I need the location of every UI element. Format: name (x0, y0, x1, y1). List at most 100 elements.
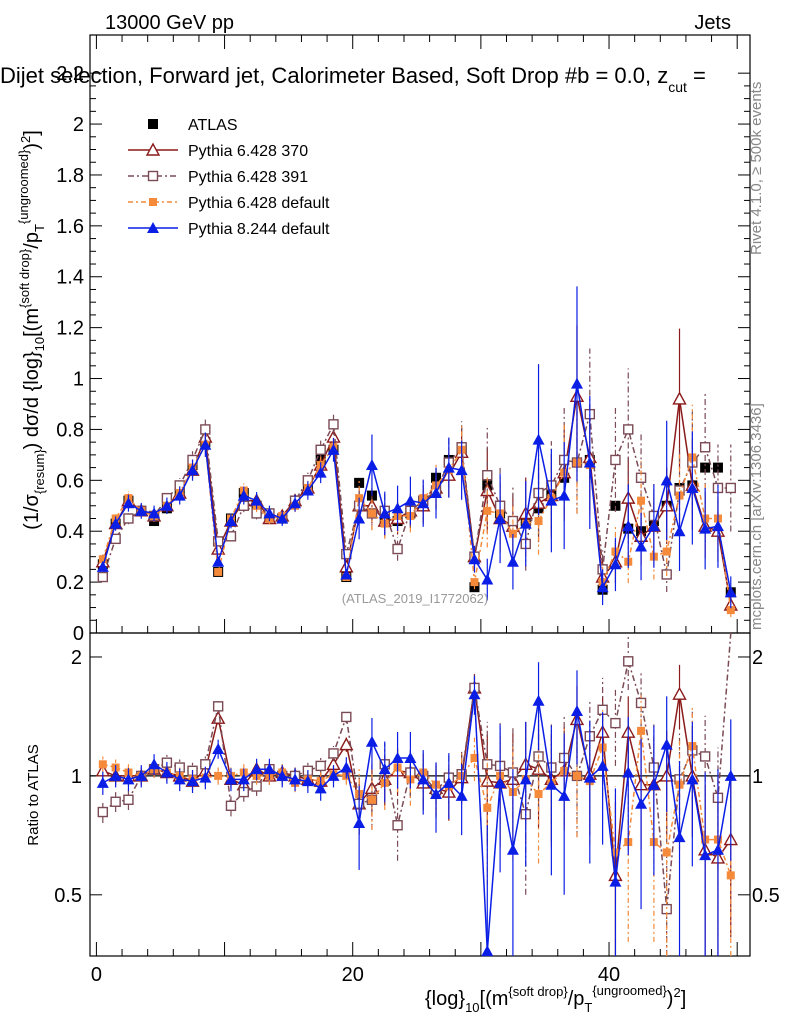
data-point-pydef6 (572, 771, 581, 780)
data-point-py8 (430, 787, 443, 799)
x-axis-label: {log}10[(m{soft drop}/pT{ungroomed})2] (425, 983, 686, 1015)
data-point-pydef6 (662, 547, 671, 556)
data-point-py8 (404, 494, 417, 506)
data-point-py391 (725, 482, 736, 494)
chart-title-main: Dijet selection, Forward jet, Calorimete… (0, 63, 668, 88)
data-point-py8 (506, 843, 519, 855)
x-tick-label: 20 (342, 964, 364, 986)
ratio-y-axis-label: Ratio to ATLAS (25, 744, 42, 845)
data-point-atlas (610, 500, 621, 511)
data-point-pydef6 (470, 578, 479, 587)
data-point-py8 (186, 464, 199, 476)
data-point-py8 (160, 499, 173, 511)
data-point-py8 (647, 520, 660, 532)
main-y-tick-label: 2 (73, 114, 84, 136)
data-point-py8 (570, 377, 583, 389)
data-point-py391 (328, 748, 339, 759)
data-point-py8 (442, 776, 455, 788)
ratio-y-tick-label: 1 (71, 766, 82, 788)
data-point-py8 (686, 481, 699, 493)
data-point-py8 (635, 540, 648, 552)
main-y-tick-label: 0.2 (56, 572, 84, 594)
data-point-py8 (570, 704, 583, 716)
data-point-py8 (673, 831, 686, 843)
chart-title-tail: = (687, 63, 706, 88)
main-y-tick-label: 0.4 (56, 521, 84, 543)
data-point-py391 (315, 760, 326, 772)
ratio-y-tick-label: 0.5 (54, 885, 82, 907)
data-point-atlas (712, 462, 723, 473)
legend-marker-py391 (147, 170, 159, 182)
data-point-py8 (148, 507, 161, 519)
data-point-py391 (623, 656, 634, 667)
data-point-py8 (122, 497, 135, 509)
data-point-py8 (545, 494, 558, 506)
x-axis-ticks: 0 20 40 (91, 35, 738, 986)
data-point-pydef6 (98, 555, 107, 564)
data-point-py391 (699, 442, 711, 453)
data-point-py8 (391, 502, 404, 514)
series-py8 (96, 662, 737, 957)
legend-marker-atlas (148, 119, 158, 129)
data-point-py8 (365, 459, 378, 471)
data-point-py8 (635, 797, 648, 809)
data-point-py391 (123, 794, 134, 805)
data-point-py391 (212, 536, 224, 547)
main-y-tick-label: 1.2 (56, 318, 84, 340)
data-point-py8 (186, 775, 199, 787)
legend-label: Pythia 6.428 391 (188, 169, 308, 186)
data-point-py370 (210, 710, 226, 724)
data-point-pydef6 (726, 606, 735, 615)
data-point-py8 (622, 766, 635, 778)
data-point-py8 (455, 464, 468, 476)
main-plot-panel: 0 0.2 0.4 0.6 0.8 1 1.2 1.4 1.6 1.8 2 2.2 (ATLAS_20… (56, 34, 751, 645)
data-point-py391 (212, 701, 224, 712)
data-point-py8 (148, 758, 161, 770)
data-point-py8 (250, 763, 263, 775)
header-left: 13000 GeV pp (105, 12, 234, 34)
data-point-py8 (519, 773, 532, 785)
data-point-py8 (109, 769, 122, 781)
data-point-py8 (327, 443, 340, 455)
data-point-py391 (392, 543, 403, 555)
legend-item-py8: Pythia 8.244 default (128, 221, 330, 238)
data-point-pydef6 (534, 789, 543, 798)
data-point-py8 (199, 771, 212, 783)
data-point-py8 (417, 773, 430, 785)
series-line-py391 (102, 632, 732, 910)
ratio-plot-frame (89, 632, 751, 957)
data-point-py391 (225, 800, 237, 812)
data-point-py8 (468, 553, 481, 565)
legend-marker-pydef6 (149, 198, 157, 206)
ratio-series-group (95, 632, 738, 957)
main-y-axis-label: (1/σ{resum}) dσ/d {log}10[(m{soft drop}/… (16, 130, 47, 530)
data-point-py8 (417, 497, 430, 509)
series-py8 (96, 286, 737, 609)
data-point-pydef6 (483, 803, 492, 812)
main-y-tick-label: 1.6 (56, 216, 84, 238)
data-point-py8 (494, 512, 507, 524)
data-point-py8 (289, 497, 302, 509)
data-point-py8 (711, 520, 724, 532)
legend-label: Pythia 6.428 default (188, 195, 330, 212)
data-point-py391 (341, 711, 352, 723)
data-point-py8 (660, 738, 673, 750)
data-point-py8 (173, 773, 186, 785)
data-point-py8 (532, 433, 545, 445)
data-point-py8 (583, 456, 596, 468)
data-point-py8 (596, 759, 609, 771)
data-point-pydef6 (483, 506, 492, 515)
data-point-py8 (135, 769, 148, 781)
legend-item-py391: Pythia 6.428 391 (128, 169, 308, 186)
series-line-py370 (102, 396, 732, 606)
data-point-pydef6 (508, 529, 517, 538)
legend-marker-py370 (145, 142, 161, 156)
main-series-group (95, 286, 738, 617)
data-point-py8 (468, 688, 481, 700)
data-point-py8 (199, 438, 212, 450)
data-point-py8 (378, 763, 391, 775)
data-point-py8 (224, 773, 237, 785)
side-label-rivet: Rivet 4.1.0, ≥ 500k events (748, 82, 765, 255)
data-point-py8 (276, 769, 289, 781)
